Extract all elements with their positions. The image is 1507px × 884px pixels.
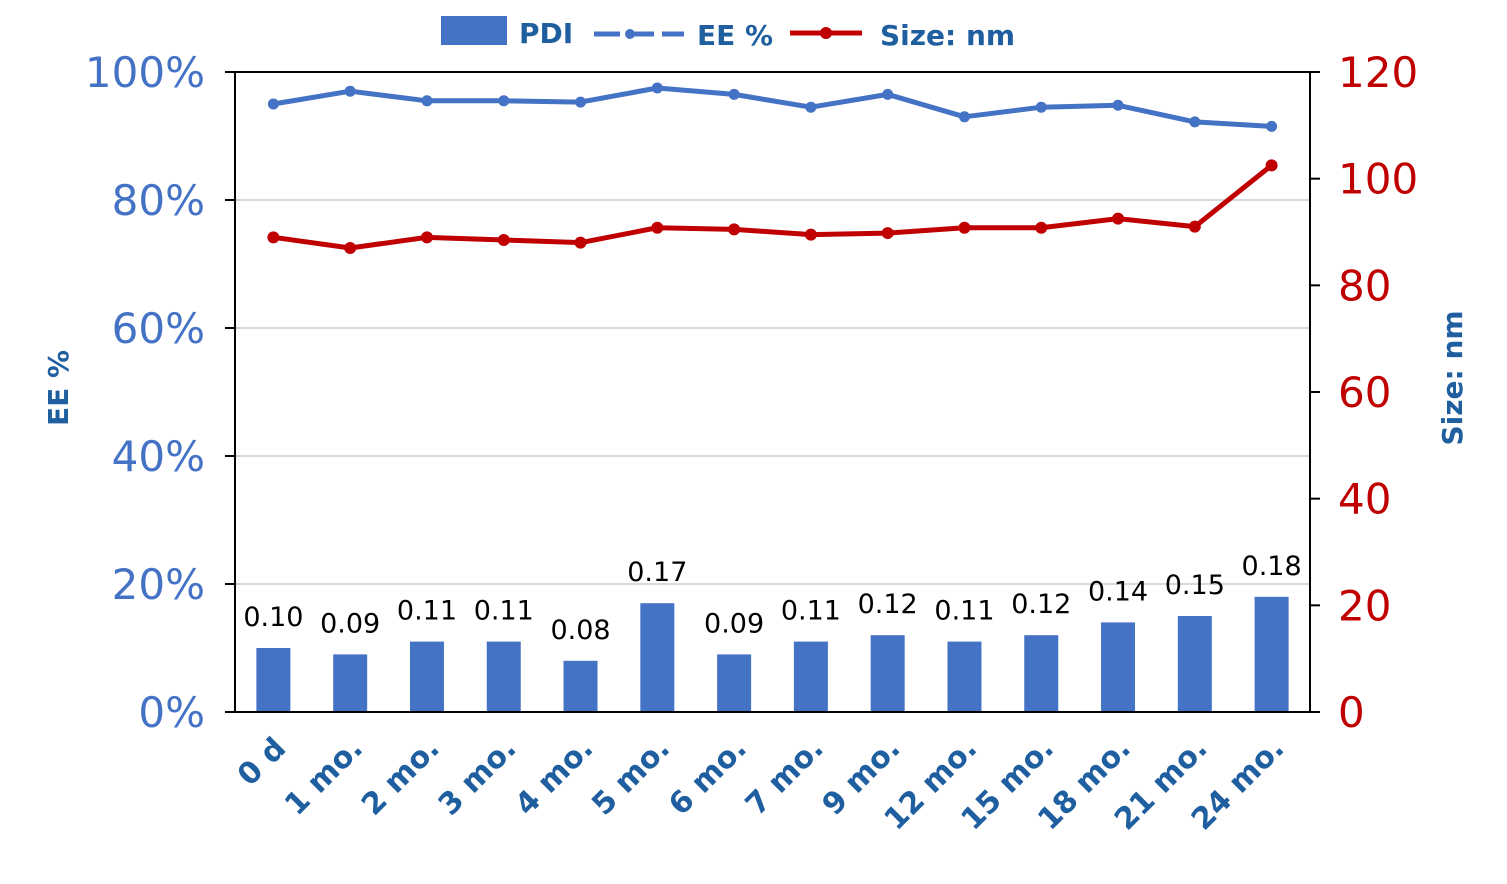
category-label: 1 mo. [278,731,370,823]
ee-point [421,95,433,107]
size-line [273,163,1274,251]
pdi-bar [1177,616,1212,712]
legend: PDI EE % Size: nm [441,16,1015,52]
category-label: 5 mo. [585,731,677,823]
pdi-bar [947,641,982,712]
size-point [1035,221,1048,234]
right-axis-title: Size: nm [1436,310,1469,445]
ee-point [267,98,279,110]
pdi-bar [1024,635,1059,712]
size-point [881,227,894,240]
legend-label-pdi: PDI [519,17,573,50]
pdi-data-label: 0.09 [320,608,380,639]
pdi-data-label: 0.15 [1165,570,1225,601]
size-point [344,242,357,254]
pdi-data-label: 0.18 [1242,551,1302,582]
ee-point [344,85,356,97]
category-label: 4 mo. [509,731,601,823]
pdi-data-label: 0.11 [934,596,994,627]
size-point [728,223,741,236]
right-tick-label: 60 [1338,368,1391,417]
pdi-data-label: 0.09 [704,608,764,639]
series-lines [267,82,1278,254]
pdi-data-label: 0.10 [243,602,303,633]
pdi-bar [333,654,368,712]
ee-point [575,96,587,108]
size-point [1112,212,1125,225]
right-tick-label: 120 [1338,48,1418,97]
pdi-data-label: 0.11 [781,596,841,627]
pdi-data-label: 0.12 [858,589,918,620]
pdi-bar [563,660,598,712]
pdi-bar [1254,596,1289,712]
pdi-bar [409,641,444,712]
pdi-data-label: 0.17 [627,557,687,588]
ee-point [958,111,970,123]
left-tick-label: 100% [85,48,205,97]
axes: 0% 20% 40% 60% 80% 100% 0 20 40 60 80 100 120 0 d1 mo… [85,48,1418,837]
size-point [420,231,433,244]
pdi-bar [717,654,752,712]
ee-point [651,82,663,94]
pdi-data-label: 0.11 [397,596,457,627]
size-point [1265,159,1278,172]
ee-point [805,101,817,113]
pdi-data-label: 0.14 [1088,576,1148,607]
pdi-bar [640,603,675,712]
pdi-bars [256,596,1289,712]
ee-point [728,88,740,100]
data-labels: 0.10 0.09 0.11 0.11 0.08 0.17 0.09 0.11 0.12 0.11… [243,551,1301,646]
legend-swatch-pdi [441,16,507,45]
ee-point [1035,101,1047,113]
pdi-data-label: 0.11 [474,596,534,627]
right-tick-label: 20 [1338,581,1391,630]
category-label: 3 mo. [432,731,524,823]
category-label: 0 d [231,731,293,793]
left-tick-label: 60% [112,304,205,353]
legend-swatch-size-marker [820,27,832,39]
category-label: 2 mo. [355,731,447,823]
pdi-bar [793,641,828,712]
pdi-bar [1101,622,1136,712]
legend-swatch-ee-marker [625,29,635,39]
left-axis-title: EE % [42,350,75,426]
size-point [958,221,971,234]
pdi-data-label: 0.12 [1011,589,1071,620]
right-tick-label: 0 [1338,688,1365,737]
category-label: 6 mo. [662,731,754,823]
left-tick-label: 40% [112,432,205,481]
pdi-bar [870,635,905,712]
right-tick-label: 100 [1338,155,1418,204]
ee-line [272,85,1272,129]
right-tick-label: 40 [1338,475,1391,524]
pdi-bar [256,648,291,712]
pdi-data-label: 0.08 [550,615,610,646]
size-point [1188,220,1201,233]
pdi-bar [486,641,521,712]
size-point [804,228,817,241]
size-point [497,234,510,246]
legend-label-size: Size: nm [880,19,1015,52]
gridlines [235,199,1310,585]
left-tick-label: 0% [138,688,205,737]
size-point [651,221,664,234]
ee-point [498,95,510,107]
legend-label-ee: EE % [697,19,773,52]
left-tick-label: 80% [112,176,205,225]
ee-point [1112,99,1124,111]
size-point [267,231,280,244]
ee-point [882,88,894,100]
left-tick-label: 20% [112,560,205,609]
category-label: 7 mo. [739,731,831,823]
ee-point [1266,120,1278,132]
ee-point [1189,116,1201,128]
right-tick-label: 80 [1338,261,1391,310]
size-point [574,236,587,249]
